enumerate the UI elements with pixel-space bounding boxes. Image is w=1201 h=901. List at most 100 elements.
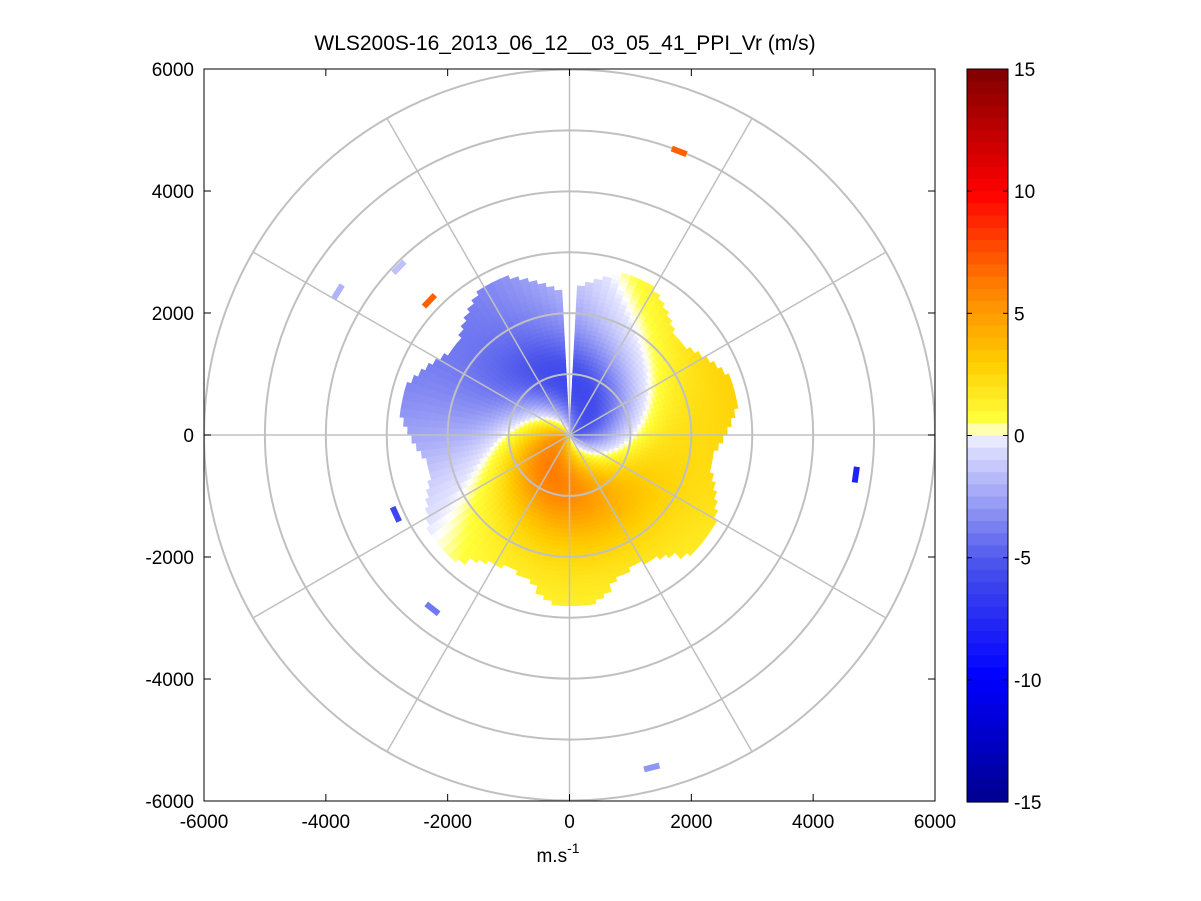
colorbar-cell (967, 240, 1008, 253)
field-cell (667, 429, 673, 436)
field-cell (569, 558, 577, 564)
field-cell (509, 428, 515, 433)
field-cell (458, 440, 464, 447)
field-cell (399, 407, 406, 418)
colorbar-cell (967, 618, 1008, 632)
field-cell (675, 434, 681, 442)
field-cell (560, 600, 570, 607)
colorbar-tick-label: -5 (1014, 549, 1031, 570)
field-cell (463, 311, 474, 322)
field-cell (637, 438, 643, 443)
colorbar-cell (967, 630, 1008, 644)
field-cell (713, 442, 719, 451)
field-cell (601, 587, 612, 595)
field-cell (561, 502, 567, 508)
field-cell (573, 353, 579, 359)
colorbar-cell (967, 117, 1008, 131)
field-cell (569, 575, 578, 581)
colorbar-cell (967, 337, 1008, 351)
field-cell (709, 427, 715, 436)
colorbar-cell (967, 606, 1008, 620)
x-tick-label: 6000 (914, 812, 956, 833)
isolated-return (389, 505, 402, 523)
field-cell (488, 426, 494, 432)
field-cell (415, 426, 421, 436)
field-cell (462, 429, 468, 436)
field-cell (701, 427, 707, 436)
y-tick-label: 0 (183, 426, 194, 447)
field-cell (707, 472, 715, 482)
field-cell (462, 434, 468, 441)
field-cell (709, 489, 718, 500)
field-cell (560, 349, 566, 355)
field-cell (563, 541, 570, 547)
field-cell (466, 434, 472, 441)
colorbar-cell (967, 81, 1008, 95)
colorbar-cell (967, 362, 1008, 376)
field-cell (471, 434, 477, 441)
field-cell (724, 373, 733, 384)
x-tick-label: 2000 (670, 812, 712, 833)
field-cell (460, 320, 471, 330)
field-cell (420, 449, 427, 459)
colorbar-cell (967, 105, 1008, 119)
field-cell (708, 449, 715, 459)
field-cell (574, 336, 581, 342)
field-cell (658, 424, 664, 431)
field-cell (684, 428, 690, 436)
field-cell (571, 383, 576, 389)
x-axis-label-base: m.s (536, 846, 567, 867)
grid-spoke (252, 434, 570, 619)
field-cell (586, 599, 597, 606)
colorbar-cell (967, 655, 1008, 669)
polar-plot (203, 68, 936, 802)
field-cell (649, 438, 656, 445)
field-cell (560, 596, 570, 602)
field-cell (561, 575, 570, 581)
field-cell (561, 583, 570, 590)
colorbar-cell (967, 679, 1008, 693)
field-cell (569, 536, 576, 543)
field-cell (569, 596, 579, 602)
field-cell (471, 424, 477, 431)
field-cell (563, 532, 570, 538)
colorbar-cell (967, 447, 1008, 461)
field-cell (419, 434, 426, 444)
grid-spoke (569, 434, 887, 619)
field-cell (569, 571, 578, 577)
field-cell (569, 541, 576, 547)
field-cell (666, 423, 673, 431)
field-cell (415, 442, 422, 452)
field-cell (501, 427, 507, 432)
field-cell (729, 408, 736, 419)
colorbar-cell (967, 423, 1008, 437)
field-cell (574, 328, 581, 334)
colorbar-cell (967, 288, 1008, 302)
colorbar-cell (967, 508, 1008, 522)
field-cell (632, 438, 638, 443)
grid-spoke (386, 117, 571, 436)
y-tick-label: 2000 (152, 304, 194, 325)
colorbar-cell (967, 301, 1008, 314)
field-cell (570, 404, 573, 410)
field-cell (557, 545, 565, 551)
isolated-return (851, 466, 860, 483)
field-cell (561, 579, 570, 585)
field-cell (570, 413, 573, 419)
field-cell (570, 396, 574, 402)
field-cell (415, 434, 421, 444)
field-cell (558, 532, 565, 538)
chart-title: WLS200S-16_2013_06_12__03_05_41_PPI_Vr (… (314, 32, 815, 55)
field-cell (471, 429, 477, 436)
field-cell (675, 423, 681, 430)
colorbar-tick-label: 0 (1014, 427, 1025, 448)
field-cell (569, 592, 579, 598)
grid-spoke (386, 434, 571, 753)
field-cell (593, 278, 603, 285)
isolated-return (331, 283, 345, 300)
field-cell (722, 426, 728, 436)
field-cell (454, 428, 460, 436)
field-cell (572, 362, 578, 368)
field-cell (666, 439, 673, 447)
